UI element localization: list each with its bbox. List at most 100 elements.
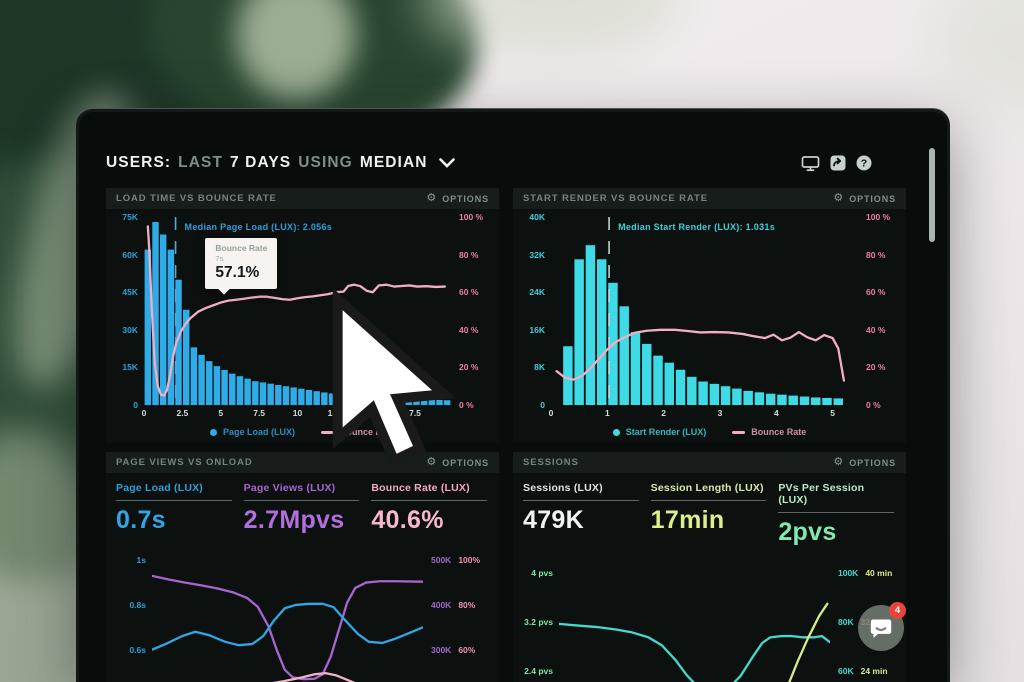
metric-value: 2pvs xyxy=(778,518,837,546)
options-button[interactable]: ⚙ OPTIONS xyxy=(426,192,489,204)
tooltip: Bounce Rate 7s 57.1% xyxy=(205,237,278,289)
x-tick-label: 2.5 xyxy=(176,408,189,418)
legend-line-marker xyxy=(732,430,746,434)
chevron-down-icon[interactable] xyxy=(438,158,455,168)
metric-page-load: Page Load (LUX) 0.7s xyxy=(116,482,232,535)
start-render-chart[interactable] xyxy=(551,217,858,405)
gear-icon: ⚙ xyxy=(833,456,845,468)
axis-tick-label: 60 % xyxy=(459,287,479,298)
legend: Page Load (LUX) Bounce Rate xyxy=(106,421,499,443)
axis-tick-label: 8K xyxy=(534,362,545,373)
axis-tick-label: 24K xyxy=(529,287,545,298)
chart-area: 75K 60K 45K 30K 15K 0 Median Page Load (LUX):… xyxy=(106,209,499,468)
axis-tick-label: 0 % xyxy=(459,400,474,410)
dashboard-header: USERS: LAST 7 DAYS USING MEDIAN ? xyxy=(106,150,906,176)
page-views-chart[interactable] xyxy=(152,549,423,682)
metric-session-length: Session Length (LUX) 17min xyxy=(650,482,767,547)
plot-region[interactable] xyxy=(559,561,830,682)
axis-tick-label: 4 pvs xyxy=(531,568,553,579)
legend-item: Start Render (LUX) xyxy=(612,427,706,437)
panel-header: SESSIONS ⚙ OPTIONS xyxy=(513,452,906,473)
legend-item: Bounce Rate xyxy=(321,427,395,437)
page-title-dropdown[interactable]: USERS: LAST 7 DAYS USING MEDIAN xyxy=(106,154,455,172)
plot-region[interactable] xyxy=(152,549,423,682)
options-button[interactable]: ⚙ OPTIONS xyxy=(833,192,896,204)
axis-tick-label: 0.6s xyxy=(129,644,146,655)
metric-label: Session Length (LUX) xyxy=(650,482,764,494)
axis-tick-label: 16K xyxy=(529,324,545,335)
title-7days: 7 DAYS xyxy=(230,154,292,171)
legend-label: Bounce Rate xyxy=(340,427,396,437)
axis-tick-label: 0 xyxy=(133,400,138,410)
x-tick-label: 17.5 xyxy=(404,408,421,418)
metric-divider xyxy=(778,512,895,513)
scrollbar[interactable] xyxy=(929,148,935,242)
panel-header: START RENDER VS BOUNCE RATE ⚙ OPTIONS xyxy=(513,188,906,209)
metric-sessions: Sessions (LUX) 479K xyxy=(523,482,639,547)
panel-title: SESSIONS xyxy=(523,457,579,468)
help-icon[interactable]: ? xyxy=(856,155,872,171)
panel-start-render: START RENDER VS BOUNCE RATE ⚙ OPTIONS 40K… xyxy=(513,188,906,443)
legend: Start Render (LUX) Bounce Rate xyxy=(513,421,906,443)
legend-item: Bounce Rate xyxy=(732,427,806,437)
axis-tick-label: 100K 40 min xyxy=(838,568,893,579)
metric-page-views: Page Views (LUX) 2.7Mpvs xyxy=(243,482,360,535)
plot-region[interactable]: Median Page Load (LUX): 2.056s Bounce Ra… xyxy=(144,217,456,468)
median-annotation: Median Start Render (LUX): 1.031s xyxy=(618,222,775,232)
metric-divider xyxy=(243,500,360,501)
metrics-row: Sessions (LUX) 479K Session Length (LUX)… xyxy=(513,473,906,553)
metric-value: 0.7s xyxy=(116,506,166,534)
chart-area: 40K 32K 24K 16K 8K 0 Median Start Render (LUX… xyxy=(513,209,906,410)
x-tick-label: 5 xyxy=(218,408,224,418)
chat-button[interactable]: 4 xyxy=(858,602,906,651)
panel-title: LOAD TIME VS BOUNCE RATE xyxy=(116,193,277,204)
axis-tick-label: 400K 80% xyxy=(431,599,476,610)
axis-tick-label: 300K 60% xyxy=(431,644,476,655)
legend-label: Page Load (LUX) xyxy=(222,427,295,437)
x-tick-label: 4 xyxy=(773,408,779,418)
axis-tick-label: 2.4 pvs xyxy=(524,666,553,677)
metric-divider xyxy=(523,500,639,501)
tooltip-sub: 7s xyxy=(215,253,224,263)
y-axis-right: 100 % 80 % 60 % 40 % 20 % 0 % xyxy=(858,212,904,410)
plant-leaf-highlight xyxy=(236,0,356,100)
y-axis-right: 100 % 80 % 60 % 40 % 20 % 0 % xyxy=(451,212,497,410)
options-button[interactable]: ⚙ OPTIONS xyxy=(426,456,489,468)
axis-tick-label: 0 xyxy=(540,400,545,410)
tooltip-title: Bounce Rate xyxy=(215,242,268,253)
title-using: USING xyxy=(298,154,353,171)
x-tick-label: 3 xyxy=(717,408,723,418)
y-axis-left: 1s0.8s0.6s0.4s xyxy=(110,549,152,682)
x-tick-label: 10 xyxy=(292,408,303,418)
metric-value: 2.7Mpvs xyxy=(243,506,345,534)
metrics-row: Page Load (LUX) 0.7s Page Views (LUX) 2.… xyxy=(106,473,499,541)
x-tick-label: 5 xyxy=(830,408,836,418)
laptop: USERS: LAST 7 DAYS USING MEDIAN ? L xyxy=(76,108,950,682)
panel-sessions: SESSIONS ⚙ OPTIONS Sessions (LUX) 479K Se… xyxy=(513,452,906,682)
title-last: LAST xyxy=(178,154,224,171)
share-icon[interactable] xyxy=(830,155,846,171)
metric-label: Page Views (LUX) xyxy=(243,482,336,494)
display-icon[interactable] xyxy=(801,155,820,172)
metric-bounce-rate: Bounce Rate (LUX) 40.6% xyxy=(371,482,488,535)
axis-tick-label: 45K xyxy=(122,287,138,298)
metric-divider xyxy=(371,500,488,501)
axis-tick-label: 100 % xyxy=(459,212,484,222)
axis-tick-label: 80 % xyxy=(459,249,479,260)
title-users: USERS: xyxy=(106,154,172,171)
sessions-chart[interactable] xyxy=(559,561,830,682)
metric-divider xyxy=(116,500,232,501)
x-tick-label: 0 xyxy=(141,408,147,418)
x-axis: 0 1 2 3 4 5 xyxy=(549,407,858,421)
axis-tick-label: 30K xyxy=(122,324,138,335)
plot-region[interactable]: Median Start Render (LUX): 1.031s xyxy=(551,217,858,405)
chart-area: 1s0.8s0.6s0.4s 500K100%400K80%300K60%200… xyxy=(106,541,499,682)
axis-tick-label: 500K 100% xyxy=(431,555,481,566)
legend-line-marker xyxy=(321,430,334,434)
metric-label: PVs Per Session (LUX) xyxy=(778,482,865,506)
options-button[interactable]: ⚙ OPTIONS xyxy=(833,456,896,468)
svg-text:?: ? xyxy=(861,158,867,170)
panel-page-views: PAGE VIEWS VS ONLOAD ⚙ OPTIONS Page Load … xyxy=(106,452,499,682)
axis-tick-label: 0 % xyxy=(866,400,881,410)
